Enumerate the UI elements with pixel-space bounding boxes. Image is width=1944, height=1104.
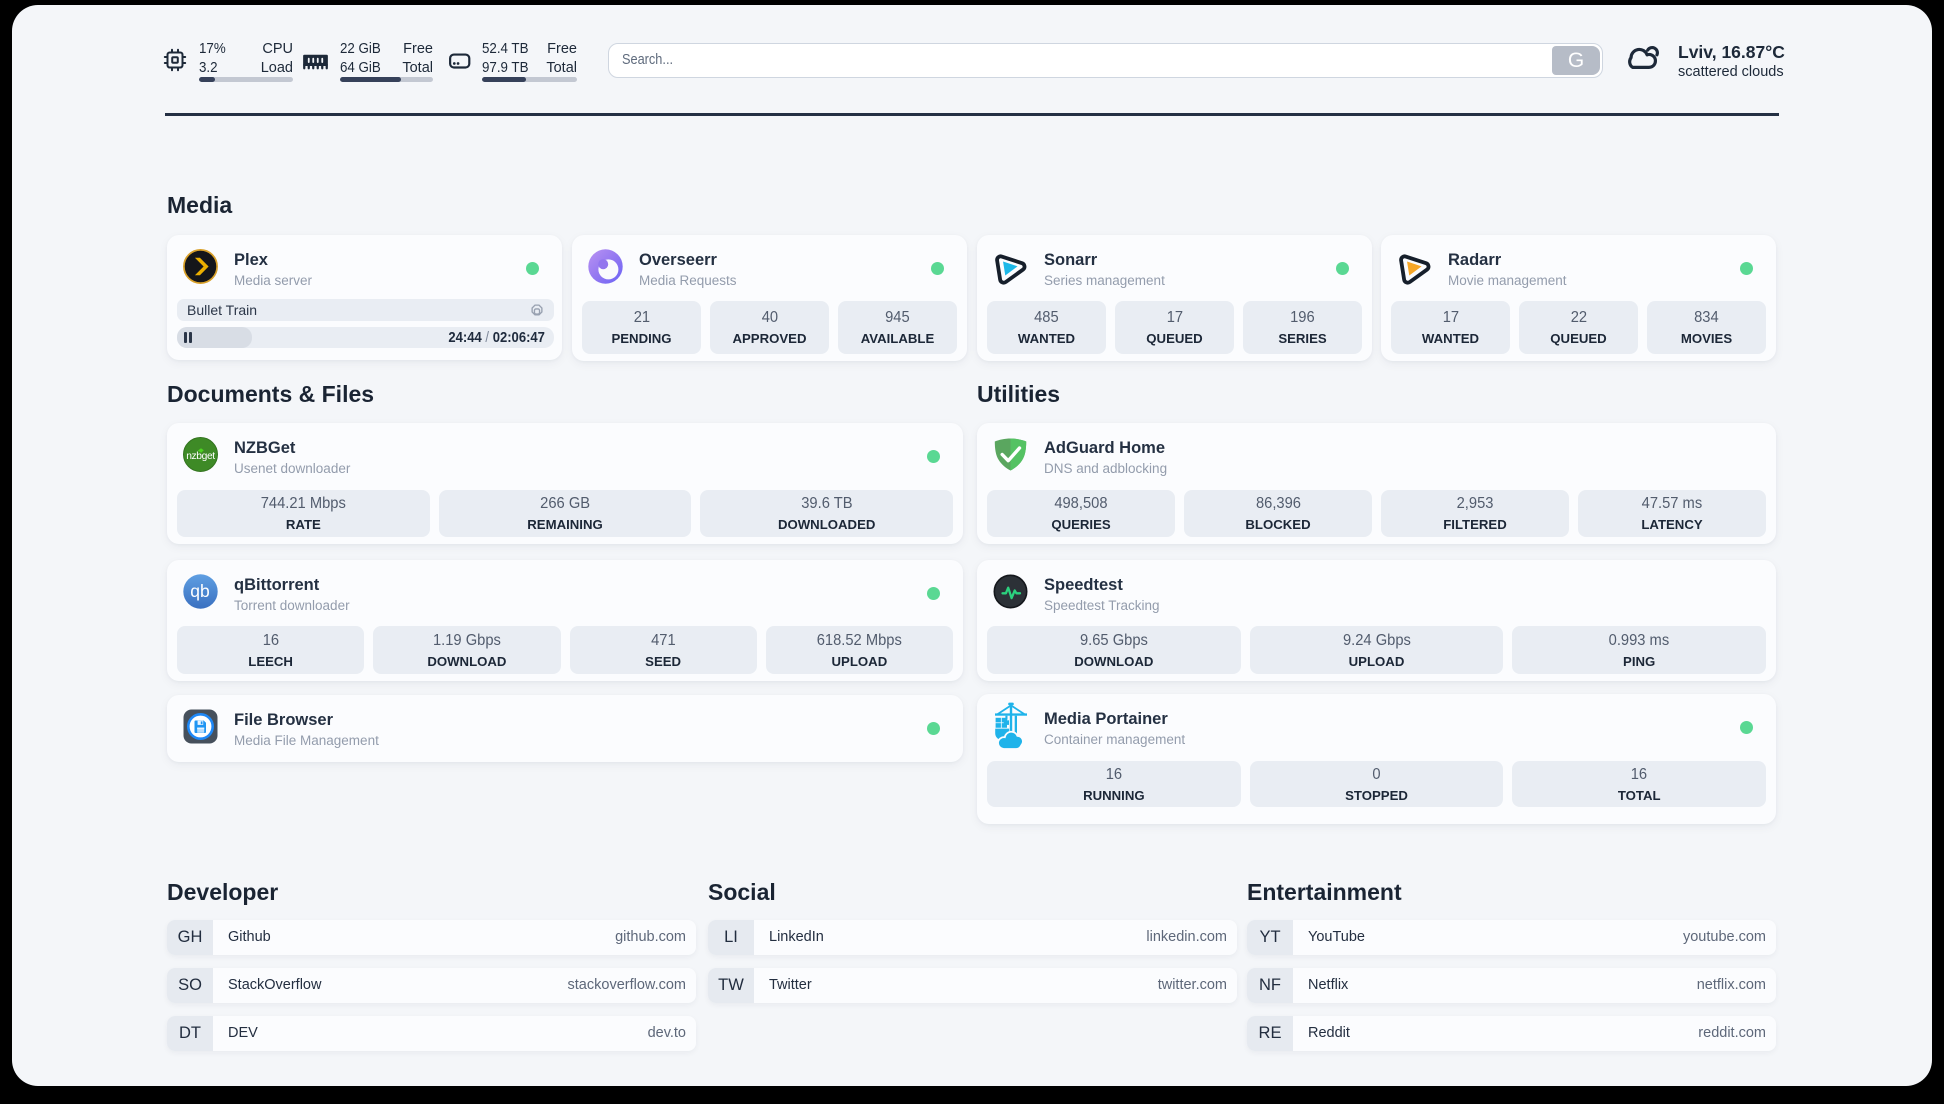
svg-text:qb: qb: [190, 581, 209, 601]
svg-text:nzbget: nzbget: [186, 451, 215, 462]
